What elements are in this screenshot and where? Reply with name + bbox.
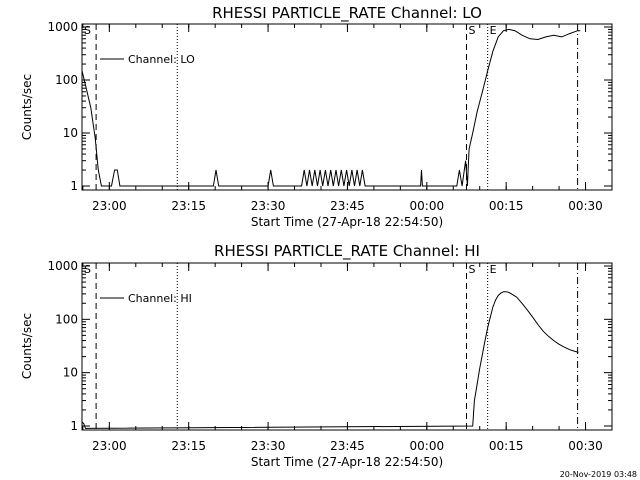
y-tick-label-lo: 1000 (47, 20, 78, 34)
chart-title-hi: RHESSI PARTICLE_RATE Channel: HI (214, 242, 480, 261)
panel-lo: RHESSI PARTICLE_RATE Channel: LO Counts/… (20, 4, 613, 229)
x-tick-label-lo: 23:15 (171, 199, 206, 213)
x-tick-label-lo: 23:45 (330, 199, 365, 213)
legend-label-lo: Channel: LO (128, 53, 195, 66)
y-tick-label-hi: 10 (63, 366, 78, 380)
x-tick-label-hi: 00:00 (410, 439, 445, 453)
x-tick-label-lo: 23:30 (251, 199, 286, 213)
x-tick-label-hi: 23:15 (171, 439, 206, 453)
x-tick-label-lo: 00:15 (489, 199, 524, 213)
timestamp-footer: 20-Nov-2019 03:48 (560, 470, 637, 479)
chart-title-lo: RHESSI PARTICLE_RATE Channel: LO (212, 4, 482, 23)
series-line-hi (81, 291, 579, 429)
x-tick-label-hi: 23:30 (251, 439, 286, 453)
y-tick-label-lo: 10 (63, 126, 78, 140)
event-marker-label-lo: S (468, 24, 475, 37)
y-axis-label-lo: Counts/sec (20, 74, 34, 140)
series-line-lo (81, 28, 581, 187)
x-tick-label-hi: 23:45 (330, 439, 365, 453)
y-axis-label-hi: Counts/sec (20, 313, 34, 379)
y-tick-label-hi: 100 (55, 312, 78, 326)
legend-label-hi: Channel: HI (128, 292, 192, 305)
x-tick-label-lo: 00:00 (410, 199, 445, 213)
x-tick-label-hi: 23:00 (92, 439, 127, 453)
event-marker-label-lo: E (490, 24, 497, 37)
y-tick-label-hi: 1 (70, 419, 78, 433)
x-tick-label-hi: 00:30 (568, 439, 603, 453)
event-marker-label-hi: S (468, 263, 475, 276)
y-tick-label-lo: 1 (70, 179, 78, 193)
x-axis-label-hi: Start Time (27-Apr-18 22:54:50) (251, 455, 443, 469)
axes-frame-lo (81, 23, 613, 191)
axes-frame-hi (81, 262, 613, 431)
event-marker-label-hi: S (84, 263, 91, 276)
event-marker-label-hi: E (490, 263, 497, 276)
y-tick-label-hi: 1000 (47, 259, 78, 273)
x-axis-label-lo: Start Time (27-Apr-18 22:54:50) (251, 215, 443, 229)
x-tick-label-lo: 00:30 (568, 199, 603, 213)
y-tick-label-lo: 100 (55, 73, 78, 87)
event-marker-label-lo: S (84, 24, 91, 37)
x-tick-label-hi: 00:15 (489, 439, 524, 453)
x-tick-label-lo: 23:00 (92, 199, 127, 213)
panel-hi: RHESSI PARTICLE_RATE Channel: HI Counts/… (20, 242, 613, 469)
